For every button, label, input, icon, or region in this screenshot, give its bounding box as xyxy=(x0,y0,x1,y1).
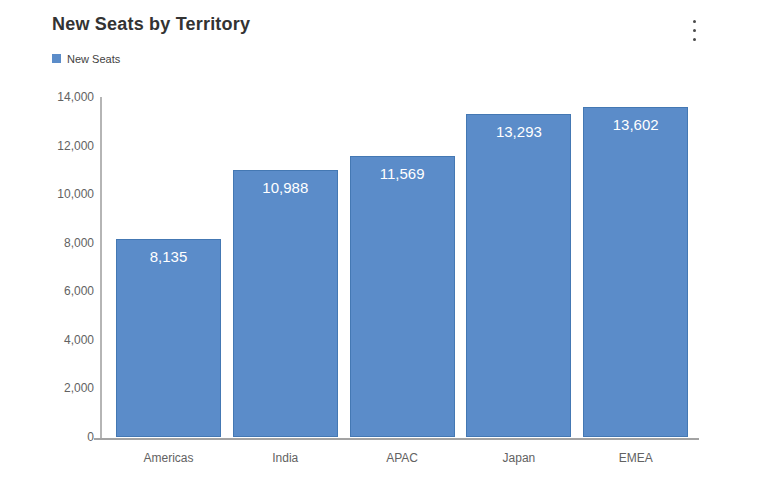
bar-value-label: 8,135 xyxy=(117,248,220,265)
x-axis-category-label: Japan xyxy=(461,451,578,465)
y-axis-tick-label: 0 xyxy=(32,430,94,444)
chart-card: New Seats by Territory New Seats 02,0004… xyxy=(0,0,768,480)
y-axis-tick-label: 8,000 xyxy=(32,236,94,250)
bar-value-label: 11,569 xyxy=(351,165,454,182)
x-axis-category-label: APAC xyxy=(344,451,461,465)
x-axis-category-label: Americas xyxy=(110,451,227,465)
bar-americas[interactable]: 8,135 xyxy=(116,239,221,437)
y-axis-tick-label: 4,000 xyxy=(32,333,94,347)
y-axis-tick-label: 2,000 xyxy=(32,381,94,395)
x-axis-line xyxy=(94,438,699,440)
x-axis-category-label: EMEA xyxy=(577,451,694,465)
bar-value-label: 13,602 xyxy=(584,116,687,133)
bar-value-label: 10,988 xyxy=(234,179,337,196)
bar-japan[interactable]: 13,293 xyxy=(466,114,571,437)
y-axis-tick-label: 12,000 xyxy=(32,139,94,153)
bar-value-label: 13,293 xyxy=(467,123,570,140)
y-axis-line xyxy=(100,97,102,438)
y-axis-tick-label: 14,000 xyxy=(32,90,94,104)
bar-emea[interactable]: 13,602 xyxy=(583,107,688,437)
y-axis-tick-label: 10,000 xyxy=(32,187,94,201)
bar-apac[interactable]: 11,569 xyxy=(350,156,455,437)
bar-chart-plot: 0 2,000 4,000 6,000 8,000 10,000 12,000 14,000 8… xyxy=(0,0,768,480)
y-axis-tick-label: 6,000 xyxy=(32,284,94,298)
x-axis-category-label: India xyxy=(227,451,344,465)
bar-india[interactable]: 10,988 xyxy=(233,170,338,437)
